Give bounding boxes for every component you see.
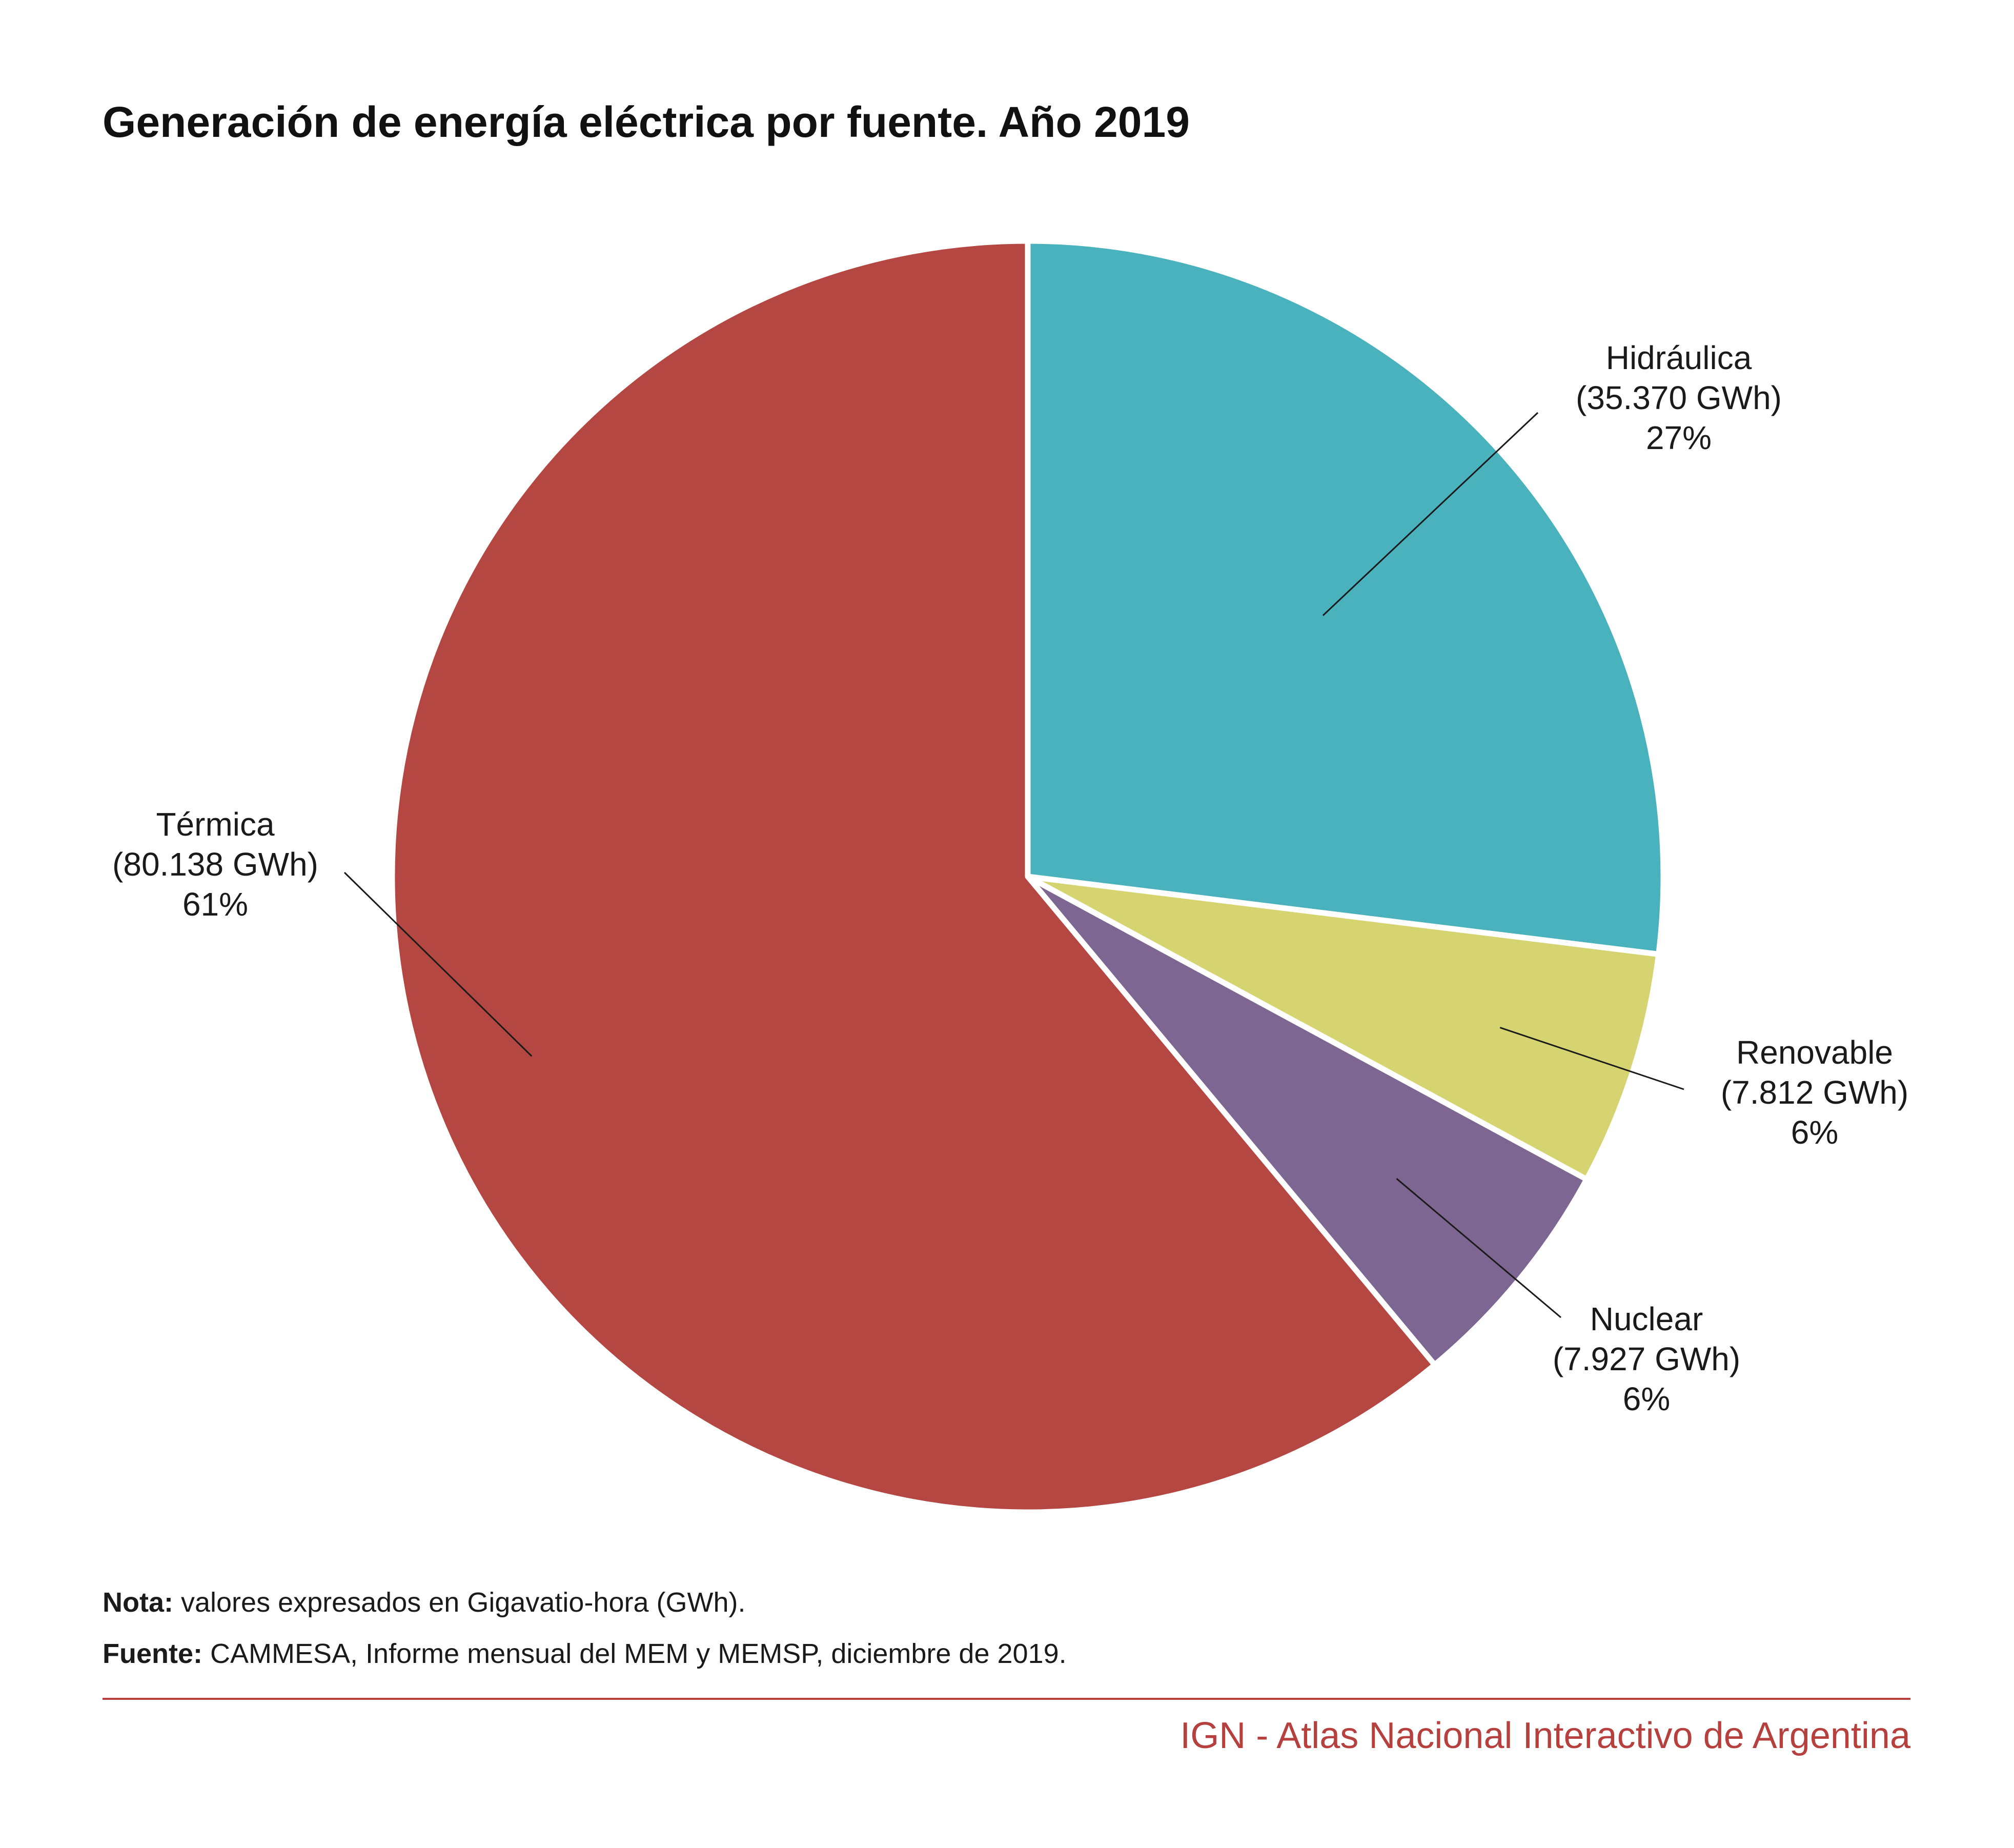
source-label: Fuente: <box>103 1638 202 1669</box>
slice-value: (35.370 GWh) <box>1576 379 1782 416</box>
divider <box>103 1698 1910 1700</box>
slice-termica <box>389 238 1438 1515</box>
slice-hidraulica <box>1025 238 1666 957</box>
note: Nota: valores expresados en Gigavatio-ho… <box>103 1587 745 1618</box>
slice-name: Térmica <box>156 806 275 843</box>
leader-lines <box>343 412 1684 1318</box>
slice-nuclear <box>1025 874 1590 1368</box>
slice-name: Hidráulica <box>1606 339 1752 376</box>
slice-value: (7.812 GWh) <box>1721 1074 1908 1111</box>
slice-percent: 6% <box>1791 1114 1839 1151</box>
source-text: CAMMESA, Informe mensual del MEM y MEMSP… <box>202 1638 1067 1669</box>
slice-value: (7.927 GWh) <box>1553 1341 1740 1377</box>
chart-title: Generación de energía eléctrica por fuen… <box>103 98 1190 146</box>
leader-line <box>1322 412 1539 616</box>
slice-label: Renovable (7.812 GWh) 6% <box>1721 1034 1908 1151</box>
slice-percent: 6% <box>1623 1380 1671 1417</box>
slice-name: Renovable <box>1736 1034 1893 1071</box>
slice-percent: 61% <box>182 886 248 923</box>
slice-labels: Hidráulica (35.370 GWh) 27% Renovable (7.812… <box>112 339 1908 1417</box>
slice-label: Nuclear (7.927 GWh) 6% <box>1553 1301 1740 1417</box>
leader-line <box>1499 1027 1684 1090</box>
source: Fuente: CAMMESA, Informe mensual del MEM… <box>103 1638 1067 1670</box>
slice-name: Nuclear <box>1590 1301 1703 1337</box>
pie-slices <box>389 238 1666 1515</box>
note-label: Nota: <box>103 1587 173 1618</box>
slice-renovable <box>1025 874 1662 1183</box>
slice-label: Térmica (80.138 GWh) 61% <box>112 806 318 923</box>
note-text: valores expresados en Gigavatio-hora (GW… <box>173 1587 746 1618</box>
leader-line <box>343 871 533 1057</box>
leader-line <box>1396 1178 1561 1318</box>
credit: IGN - Atlas Nacional Interactivo de Arge… <box>1180 1715 1910 1756</box>
slice-label: Hidráulica (35.370 GWh) 27% <box>1576 339 1782 456</box>
slice-value: (80.138 GWh) <box>112 846 318 883</box>
slice-percent: 27% <box>1646 419 1712 456</box>
